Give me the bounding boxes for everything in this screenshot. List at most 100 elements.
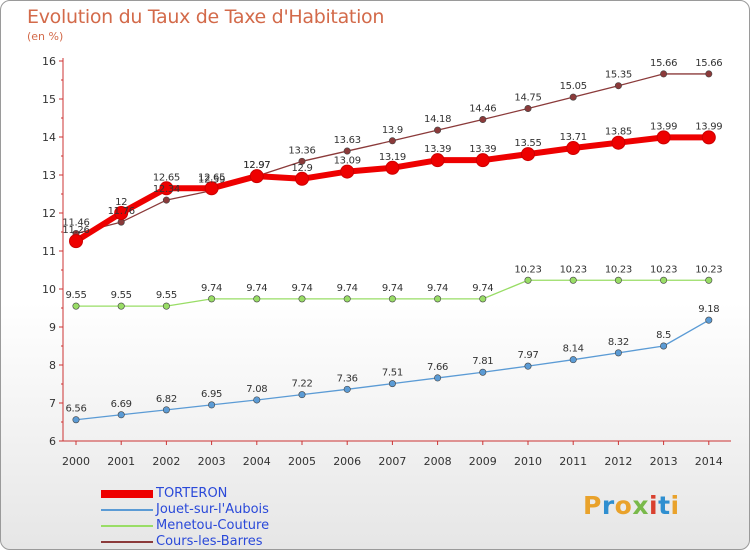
data-label: 12.97 <box>243 160 270 171</box>
data-label: 13.19 <box>379 152 406 163</box>
data-label: 11.76 <box>108 206 135 217</box>
data-label: 9.18 <box>698 304 719 315</box>
data-point <box>295 171 309 186</box>
data-point <box>385 160 400 175</box>
x-tick-label: 2009 <box>469 455 497 468</box>
data-label: 9.74 <box>382 283 403 294</box>
data-label: 13.63 <box>334 135 361 146</box>
data-label: 13.71 <box>560 132 587 143</box>
data-label: 6.95 <box>201 389 222 400</box>
data-point <box>479 295 487 303</box>
data-label: 12.65 <box>198 172 225 183</box>
logo-letter: t <box>658 491 671 520</box>
data-point <box>388 295 396 303</box>
data-label: 14.46 <box>469 104 496 115</box>
data-point <box>388 137 396 145</box>
x-tick-label: 2008 <box>424 455 452 468</box>
x-tick-label: 2003 <box>198 455 226 468</box>
data-point <box>524 276 532 284</box>
data-point <box>705 70 713 78</box>
x-tick-label: 2002 <box>152 455 180 468</box>
data-point <box>705 276 713 284</box>
data-point <box>566 141 581 156</box>
data-point <box>434 126 442 134</box>
x-tick-label: 2014 <box>695 455 723 468</box>
data-point <box>479 116 487 124</box>
x-tick-label: 2000 <box>62 455 90 468</box>
data-label: 10.23 <box>560 264 587 275</box>
data-label: 9.55 <box>111 290 132 301</box>
x-tick-label: 2004 <box>243 455 271 468</box>
data-label: 7.36 <box>337 373 358 384</box>
data-label: 13.99 <box>695 121 722 132</box>
data-point <box>340 164 355 179</box>
data-label: 10.23 <box>514 264 541 275</box>
data-label: 6.69 <box>111 399 132 410</box>
y-tick-label: 15 <box>42 93 56 106</box>
data-label: 15.66 <box>695 58 722 69</box>
logo-letter: r <box>601 491 615 520</box>
logo-letter: i <box>649 491 659 520</box>
data-label: 6.82 <box>156 394 177 405</box>
proxiti-logo[interactable]: Proxiti <box>583 491 680 520</box>
y-tick-label: 9 <box>49 321 56 334</box>
data-point <box>434 295 442 303</box>
data-label: 11.46 <box>62 218 89 229</box>
data-label: 15.35 <box>605 70 632 81</box>
data-label: 9.74 <box>427 283 448 294</box>
data-point <box>614 82 622 90</box>
data-point <box>614 349 622 357</box>
data-label: 9.74 <box>337 283 358 294</box>
data-label: 13.39 <box>469 144 496 155</box>
data-label: 8.32 <box>608 337 629 348</box>
data-point <box>479 368 487 376</box>
data-label: 13.9 <box>382 125 403 136</box>
data-label: 7.51 <box>382 368 403 379</box>
data-point <box>343 147 351 155</box>
data-point <box>569 276 577 284</box>
data-label: 7.66 <box>427 362 448 373</box>
data-label: 10.23 <box>605 264 632 275</box>
data-point <box>114 206 129 220</box>
x-tick-label: 2012 <box>604 455 632 468</box>
data-point <box>521 147 535 162</box>
data-point <box>159 181 174 196</box>
logo-letter: x <box>632 491 649 520</box>
data-label: 10.23 <box>695 264 722 275</box>
legend-swatch-menetou <box>101 525 153 527</box>
data-label: 12.97 <box>243 160 270 171</box>
data-label: 10.23 <box>650 264 677 275</box>
data-point <box>298 391 306 399</box>
y-tick-label: 11 <box>42 245 56 258</box>
x-tick-label: 2005 <box>288 455 316 468</box>
data-label: 13.39 <box>424 144 451 155</box>
data-label: 8.14 <box>563 344 584 355</box>
data-point <box>569 356 577 364</box>
x-tick-label: 2013 <box>650 455 678 468</box>
data-label: 9.74 <box>246 283 267 294</box>
data-point <box>72 416 80 424</box>
data-point <box>162 196 170 204</box>
data-point <box>430 153 445 168</box>
data-point <box>162 302 170 310</box>
data-label: 11.26 <box>62 225 89 236</box>
x-tick-label: 2007 <box>378 455 406 468</box>
data-label: 9.74 <box>201 283 222 294</box>
data-label: 9.74 <box>472 283 493 294</box>
data-point <box>69 234 83 249</box>
x-tick-label: 2006 <box>333 455 361 468</box>
y-tick-label: 10 <box>42 283 56 296</box>
data-point <box>660 70 668 78</box>
data-label: 12.34 <box>153 184 180 195</box>
data-label: 7.97 <box>517 350 538 361</box>
data-point <box>343 295 351 303</box>
data-point <box>569 93 577 101</box>
data-label: 7.22 <box>291 379 312 390</box>
legend-swatch-cours <box>101 541 153 543</box>
data-label: 14.75 <box>514 93 541 104</box>
data-label: 12 <box>115 197 127 208</box>
data-point <box>660 342 668 350</box>
legend-label-jouet: Jouet-sur-l'Aubois <box>156 502 269 517</box>
x-tick-label: 2011 <box>559 455 587 468</box>
